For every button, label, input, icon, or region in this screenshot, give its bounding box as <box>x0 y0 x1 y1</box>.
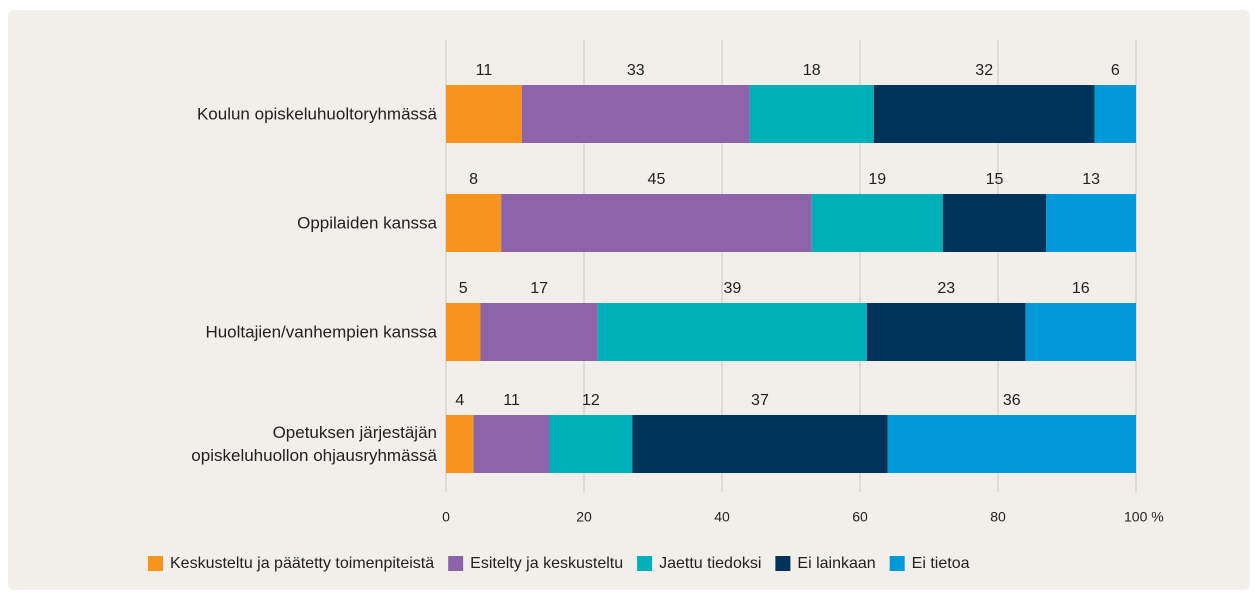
bar-segment <box>1025 303 1136 361</box>
bar-segment <box>446 415 474 473</box>
bar-segment <box>446 85 522 143</box>
legend-swatch <box>448 556 464 571</box>
value-label: 17 <box>530 280 548 297</box>
x-tick-label: 20 <box>576 509 592 525</box>
bar-segment <box>749 85 874 143</box>
x-tick-label: 100 % <box>1124 509 1164 525</box>
value-label: 32 <box>975 62 993 79</box>
bar-segment <box>887 415 1136 473</box>
x-tick-label: 80 <box>990 509 1006 525</box>
value-label: 45 <box>648 171 666 188</box>
bar-segment <box>866 303 1026 361</box>
value-label: 33 <box>627 62 645 79</box>
bar-segment <box>811 194 943 252</box>
value-label: 6 <box>1111 62 1120 79</box>
bar-segment <box>632 415 888 473</box>
value-label: 8 <box>469 171 478 188</box>
legend-label: Jaettu tiedoksi <box>659 555 761 572</box>
value-label: 12 <box>582 392 600 409</box>
value-label: 37 <box>751 392 769 409</box>
value-label: 11 <box>503 392 520 409</box>
value-label: 16 <box>1072 280 1090 297</box>
bar-segment <box>521 85 750 143</box>
value-label: 11 <box>476 62 493 79</box>
legend-swatch <box>148 556 163 571</box>
bar-segment <box>480 303 598 361</box>
category-label: Oppilaiden kanssa <box>297 213 437 233</box>
bar-segment <box>446 303 481 361</box>
value-label: 36 <box>1003 392 1021 409</box>
bar-segment <box>501 194 812 252</box>
bar-segment <box>549 415 633 473</box>
legend-swatch <box>889 556 905 571</box>
value-label: 13 <box>1082 171 1100 188</box>
value-label: 19 <box>868 171 886 188</box>
value-label: 4 <box>455 392 464 409</box>
legend-swatch <box>775 556 791 571</box>
category-label: Huoltajien/vanhempien kanssa <box>205 322 437 342</box>
value-label: 39 <box>723 280 741 297</box>
bar-segment <box>597 303 867 361</box>
value-label: 5 <box>459 280 468 297</box>
legend-label: Ei tietoa <box>912 555 970 572</box>
x-tick-label: 0 <box>442 509 450 525</box>
bar-segment <box>1094 85 1136 143</box>
legend-label: Esitelty ja keskusteltu <box>470 555 623 572</box>
category-label: Opetuksen järjestäjän opiskeluhuollon oh… <box>191 423 437 465</box>
legend-swatch <box>637 556 653 571</box>
value-label: 18 <box>803 62 821 79</box>
value-label: 23 <box>937 280 955 297</box>
bar-segment <box>446 194 502 252</box>
category-label: Koulun opiskeluhuoltoryhmässä <box>196 104 437 124</box>
bar-segment <box>1046 194 1136 252</box>
bar-segment <box>473 415 550 473</box>
value-label: 15 <box>986 171 1004 188</box>
legend-label: Ei lainkaan <box>797 555 875 572</box>
x-tick-label: 40 <box>714 509 730 525</box>
x-tick-label: 60 <box>852 509 868 525</box>
bar-segment <box>942 194 1047 252</box>
bar-segment <box>873 85 1095 143</box>
legend-label: Keskusteltu ja päätetty toimenpiteistä <box>170 555 434 572</box>
